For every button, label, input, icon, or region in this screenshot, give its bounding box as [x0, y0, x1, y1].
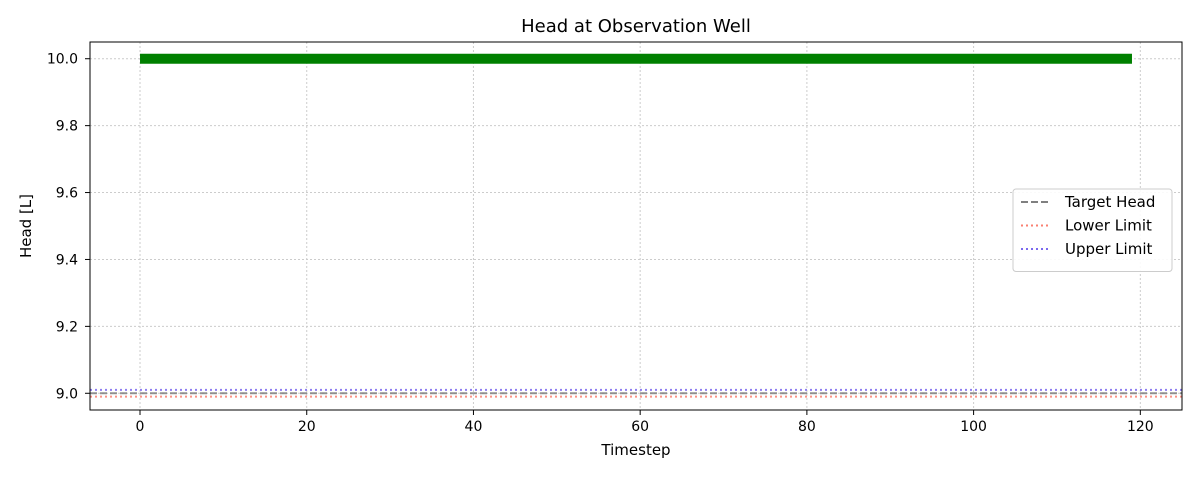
- chart-title: Head at Observation Well: [521, 16, 751, 37]
- y-axis: 9.0 9.2 9.4 9.6 9.8 10.0: [47, 52, 90, 402]
- x-tick-label: 40: [465, 419, 483, 435]
- legend-box: [1012, 188, 1173, 272]
- x-tick-label: 100: [960, 419, 987, 435]
- y-tick-label: 9.0: [56, 386, 78, 402]
- legend-label: Target Head: [1064, 193, 1155, 211]
- legend-label: Lower Limit: [1065, 217, 1152, 235]
- plot-frame: [89, 41, 1183, 411]
- x-tick-label: 60: [631, 419, 649, 435]
- legend: Target Head Lower Limit Upper Limit: [1012, 188, 1173, 272]
- y-tick-label: 9.2: [56, 319, 78, 335]
- y-tick-label: 10.0: [47, 52, 78, 68]
- y-tick-label: 9.4: [56, 252, 78, 268]
- y-axis-label: Head [L]: [17, 194, 35, 258]
- x-tick-label: 120: [1127, 419, 1154, 435]
- x-tick-label: 20: [298, 419, 316, 435]
- legend-label: Upper Limit: [1065, 240, 1152, 258]
- x-tick-label: 0: [136, 419, 145, 435]
- y-tick-label: 9.6: [56, 186, 78, 202]
- series-layer: [90, 53, 1182, 398]
- y-tick-label: 9.8: [56, 119, 78, 135]
- x-tick-label: 80: [798, 419, 816, 435]
- x-axis-label: Timestep: [600, 441, 670, 459]
- x-axis: 0 20 40 60 80 100 120: [136, 410, 1154, 435]
